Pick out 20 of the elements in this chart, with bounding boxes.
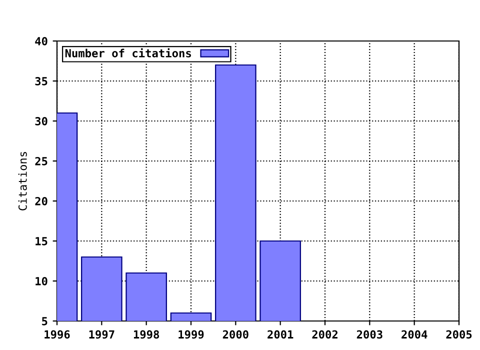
y-tick-label: 35	[35, 76, 48, 86]
y-tick-label: 20	[35, 196, 48, 206]
x-tick-label: 2003	[356, 330, 382, 339]
x-tick-label: 1999	[178, 330, 204, 339]
x-tick-label: 2004	[402, 330, 428, 339]
x-tick-label: 1996	[44, 330, 70, 339]
y-axis-title: Citations	[18, 152, 27, 210]
x-tick-label: 2002	[312, 330, 338, 339]
x-tick-label: 2001	[268, 330, 294, 339]
x-tick-label: 1997	[89, 330, 114, 339]
y-tick-label: 30	[35, 116, 48, 126]
y-tick-label: 5	[42, 317, 48, 326]
y-tick-label: 15	[36, 237, 48, 246]
x-tick-label: 2005	[446, 330, 472, 339]
y-tick-label: 10	[36, 276, 48, 286]
legend-label: Number of citations	[65, 48, 191, 58]
y-tick-label: 25	[35, 156, 48, 166]
x-tick-label: 1998	[134, 330, 160, 339]
x-tick-label: 2000	[222, 330, 248, 339]
y-tick-label: 40	[35, 36, 48, 46]
